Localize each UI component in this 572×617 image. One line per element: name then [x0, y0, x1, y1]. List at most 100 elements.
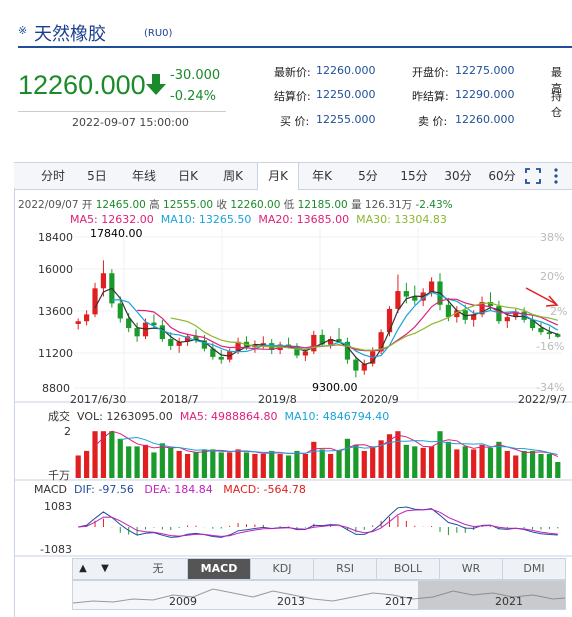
tab-weekly-k[interactable]: 周K: [223, 169, 243, 183]
candle: [260, 343, 266, 345]
red-arrow-icon: [525, 287, 559, 307]
tab-60min[interactable]: 60分: [488, 169, 516, 183]
time-navigator[interactable]: 2009 2013 2017 2021: [72, 580, 566, 610]
tab-monthly-k[interactable]: 月K: [257, 163, 299, 190]
candle: [294, 345, 300, 356]
volume-bar: [311, 441, 317, 478]
dif-line: [78, 506, 558, 538]
volume-bar: [479, 444, 485, 478]
volume-bar: [420, 447, 426, 478]
volume-value: VOL: 1263095.00: [77, 410, 173, 423]
indicator-boll[interactable]: BOLL: [377, 559, 440, 579]
volume-bar: [462, 446, 468, 478]
tab-yearline[interactable]: 年线: [131, 169, 156, 183]
volume-bar: [218, 452, 224, 478]
ma-lines: [94, 287, 559, 366]
indicator-none[interactable]: 无: [129, 559, 188, 579]
tab-15min[interactable]: 15分: [400, 169, 428, 183]
volume-bar: [529, 450, 536, 478]
volume-bar: [176, 450, 182, 478]
pct-axis-label: 20%: [540, 270, 565, 283]
indicator-macd[interactable]: MACD: [188, 559, 251, 579]
candle: [193, 336, 199, 341]
volume-bar: [260, 453, 266, 478]
volume-bar: [395, 431, 401, 478]
last-price: 12260.000: [18, 70, 146, 100]
candle: [75, 321, 81, 324]
indicator-kdj[interactable]: KDJ: [251, 559, 314, 579]
candle: [546, 332, 552, 335]
scroll-up-button[interactable]: ▲: [79, 563, 87, 574]
candle: [529, 319, 536, 329]
candle: [395, 291, 401, 309]
volume-bar: [184, 453, 191, 478]
tab-intraday[interactable]: 分时: [40, 169, 65, 183]
indicator-tabs: ▲ ▼ 无 MACD KDJ RSI BOLL WR DMI: [72, 558, 566, 580]
volume-ma-line: [120, 436, 558, 455]
volume-title: 成交: [48, 410, 70, 423]
volume-bar: [235, 449, 241, 478]
quote-value-bid: 12255.000: [316, 113, 376, 126]
ohlc-info-line: 2022/09/07 开 12465.00 高 12555.00 收 12260…: [18, 197, 453, 212]
indicator-wr[interactable]: WR: [440, 559, 503, 579]
info-date: 2022/09/07: [18, 199, 79, 211]
volume-bar: [538, 453, 544, 478]
ma30-line: [170, 302, 558, 351]
volume-bar: [84, 450, 90, 478]
volume-bar: [521, 450, 527, 478]
candle: [117, 303, 123, 319]
volume-bar: [285, 455, 292, 478]
candle: [428, 281, 435, 293]
navigator-label: 2013: [277, 595, 305, 608]
quote-label-high: 最高: [551, 66, 562, 95]
volume-bar: [403, 444, 409, 478]
info-low: 12185.00: [297, 199, 348, 211]
volume-ma10: MA10: 4846794.40: [284, 410, 390, 423]
volume-bar: [353, 444, 359, 478]
chart-grid: [14, 228, 572, 557]
price-axis-label: 11200: [38, 347, 73, 360]
navigator-sparkline: [73, 588, 565, 604]
info-low-label: 低: [283, 199, 295, 211]
divider: [18, 111, 226, 112]
volume-bar: [151, 452, 157, 478]
tab-daily-k[interactable]: 日K: [178, 169, 198, 183]
candle: [168, 339, 174, 346]
tab-5day[interactable]: 5日: [87, 169, 107, 183]
fullscreen-icon[interactable]: [524, 167, 542, 185]
tab-5min[interactable]: 5分: [358, 169, 378, 183]
navigator-window[interactable]: [418, 581, 565, 609]
more-vertical-icon[interactable]: [552, 167, 560, 185]
macd-axis-bottom: -1083: [40, 543, 72, 556]
volume-bar: [302, 453, 308, 478]
macd-info-line: MACD DIF: -97.56 DEA: 184.84 MACD: -564.…: [34, 483, 306, 496]
scroll-down-button[interactable]: ▼: [101, 563, 109, 574]
volume-bar: [428, 446, 435, 478]
indicator-dmi[interactable]: DMI: [523, 562, 545, 575]
macd-dif: DIF: -97.56: [73, 483, 134, 496]
candle: [126, 318, 132, 329]
price-change: -30.000: [170, 68, 221, 83]
indicator-rsi[interactable]: RSI: [314, 559, 377, 579]
volume-bars: [75, 430, 561, 478]
volume-bar: [328, 453, 334, 478]
volume-bar: [471, 449, 477, 478]
candle: [454, 310, 460, 318]
candle: [134, 328, 140, 337]
volume-bar: [319, 449, 325, 478]
volume-bar: [378, 440, 384, 478]
candle: [336, 339, 342, 342]
candle: [496, 306, 502, 322]
pct-axis-label: 2%: [550, 305, 568, 318]
tab-yearly-k[interactable]: 年K: [312, 169, 332, 183]
navigator-label: 2009: [169, 595, 197, 608]
low-annotation: 9300.00: [312, 381, 358, 394]
info-vol: 126.31万: [364, 199, 413, 211]
candles: [75, 260, 561, 378]
candle: [361, 363, 367, 371]
period-tabs: 分时 5日 年线 日K 周K 月K 年K 5分 15分 30分 60分: [14, 162, 572, 190]
tab-30min[interactable]: 30分: [444, 169, 472, 183]
navigator-label: 2021: [495, 595, 523, 608]
volume-bar: [126, 446, 132, 478]
